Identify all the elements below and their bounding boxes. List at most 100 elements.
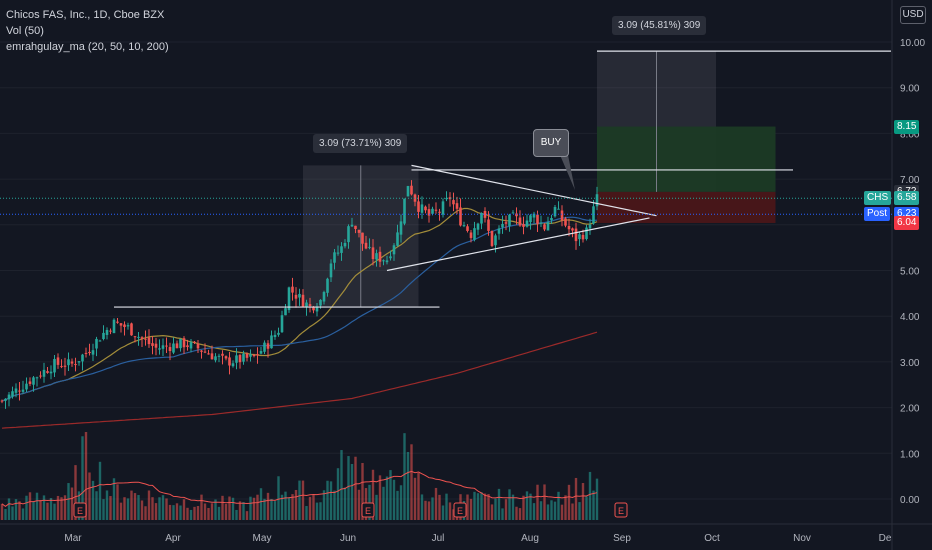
volume-bar (259, 488, 263, 520)
volume-bar (354, 456, 357, 520)
candle-body (263, 342, 266, 352)
x-tick-label: Aug (521, 533, 539, 544)
earnings-marker-label: E (77, 506, 83, 516)
volume-bar (168, 504, 172, 520)
candle (469, 229, 473, 243)
candle-body (483, 210, 487, 218)
volume-bar (221, 495, 224, 520)
candle (434, 202, 438, 214)
volume-bar (298, 480, 301, 520)
legend-ma[interactable]: emrahgulay_ma (20, 50, 10, 200) (6, 41, 169, 53)
candle (172, 337, 175, 355)
volume-bar (501, 508, 504, 520)
candle (161, 338, 165, 356)
volume-bar (137, 495, 140, 520)
candle (497, 225, 501, 240)
candle-body (168, 347, 172, 352)
candle-body (175, 343, 179, 349)
earnings-marker-label: E (365, 506, 371, 516)
candle (84, 347, 88, 358)
candle (123, 321, 126, 336)
volume-bar (385, 476, 389, 520)
volume-bar (49, 498, 53, 520)
candle-body (564, 218, 567, 226)
volume-bar (256, 494, 259, 520)
volume-bar (224, 504, 228, 520)
candle (438, 208, 441, 221)
candle-body (455, 203, 459, 209)
candle-body (469, 232, 473, 238)
candle-body (70, 361, 74, 364)
candle-body (382, 260, 385, 262)
candle-body (224, 356, 228, 359)
candle (378, 246, 382, 268)
volume-bar (539, 501, 543, 520)
volume-bar (403, 433, 406, 520)
candle-body (287, 287, 291, 311)
candle (137, 331, 140, 346)
candle-body (49, 371, 53, 374)
volume-bar (329, 481, 333, 520)
candle (277, 327, 280, 337)
candle (49, 365, 53, 380)
volume-bar (189, 509, 193, 520)
candle-body (46, 371, 49, 373)
volume-bar (326, 480, 329, 520)
volume-bar (151, 497, 154, 520)
candle-body (550, 218, 553, 221)
volume-bar (123, 497, 126, 520)
candle (585, 224, 588, 241)
candle-body (501, 223, 504, 228)
candle (385, 255, 389, 265)
candle-body (203, 351, 207, 353)
volume-bar (196, 505, 200, 520)
volume-bar (560, 504, 564, 520)
candle-body (88, 351, 91, 354)
candle (18, 381, 21, 401)
volume-bar (340, 450, 343, 520)
candle (343, 239, 347, 249)
candle (546, 216, 550, 231)
volume-bar (301, 480, 305, 520)
candle-body (151, 343, 154, 346)
volume-bar (550, 500, 553, 520)
volume-bar (581, 483, 585, 520)
candle (4, 398, 7, 409)
candle (403, 198, 406, 226)
candle-body (147, 337, 151, 345)
earnings-marker-box (453, 502, 467, 518)
candle-body (403, 198, 406, 224)
volume-bar (378, 475, 382, 520)
target-zone-zone (597, 126, 776, 192)
volume-bar (186, 507, 189, 520)
candle (490, 230, 494, 248)
candle-body (546, 222, 550, 231)
legend-volume[interactable]: Vol (50) (6, 25, 44, 37)
volume-bar (294, 489, 298, 520)
candle (284, 304, 287, 316)
candle-body (532, 213, 536, 218)
candle (158, 339, 161, 355)
candle (406, 185, 410, 197)
candle-body (228, 357, 231, 366)
time-axis[interactable]: Mar Apr May Jun Jul Aug Sep Oct Nov De (64, 533, 891, 544)
candle (550, 214, 553, 224)
candle (133, 335, 137, 343)
candle-body (480, 213, 483, 224)
currency-button[interactable]: USD (900, 6, 926, 24)
x-tick-label: Jul (432, 533, 445, 544)
candle (168, 342, 172, 361)
candle-body (84, 352, 88, 354)
candle (203, 343, 207, 354)
legend-title[interactable]: Chicos FAS, Inc., 1D, Cboe BZX (6, 9, 165, 21)
candle-body (11, 391, 14, 397)
candle-body (200, 350, 203, 352)
candle-body (112, 319, 116, 334)
candle-body (91, 350, 95, 355)
volume-bar (588, 471, 592, 520)
candle-body (245, 353, 249, 358)
candle-body (77, 361, 81, 363)
y-tick-label: 2.00 (900, 404, 920, 415)
candle (109, 328, 112, 335)
